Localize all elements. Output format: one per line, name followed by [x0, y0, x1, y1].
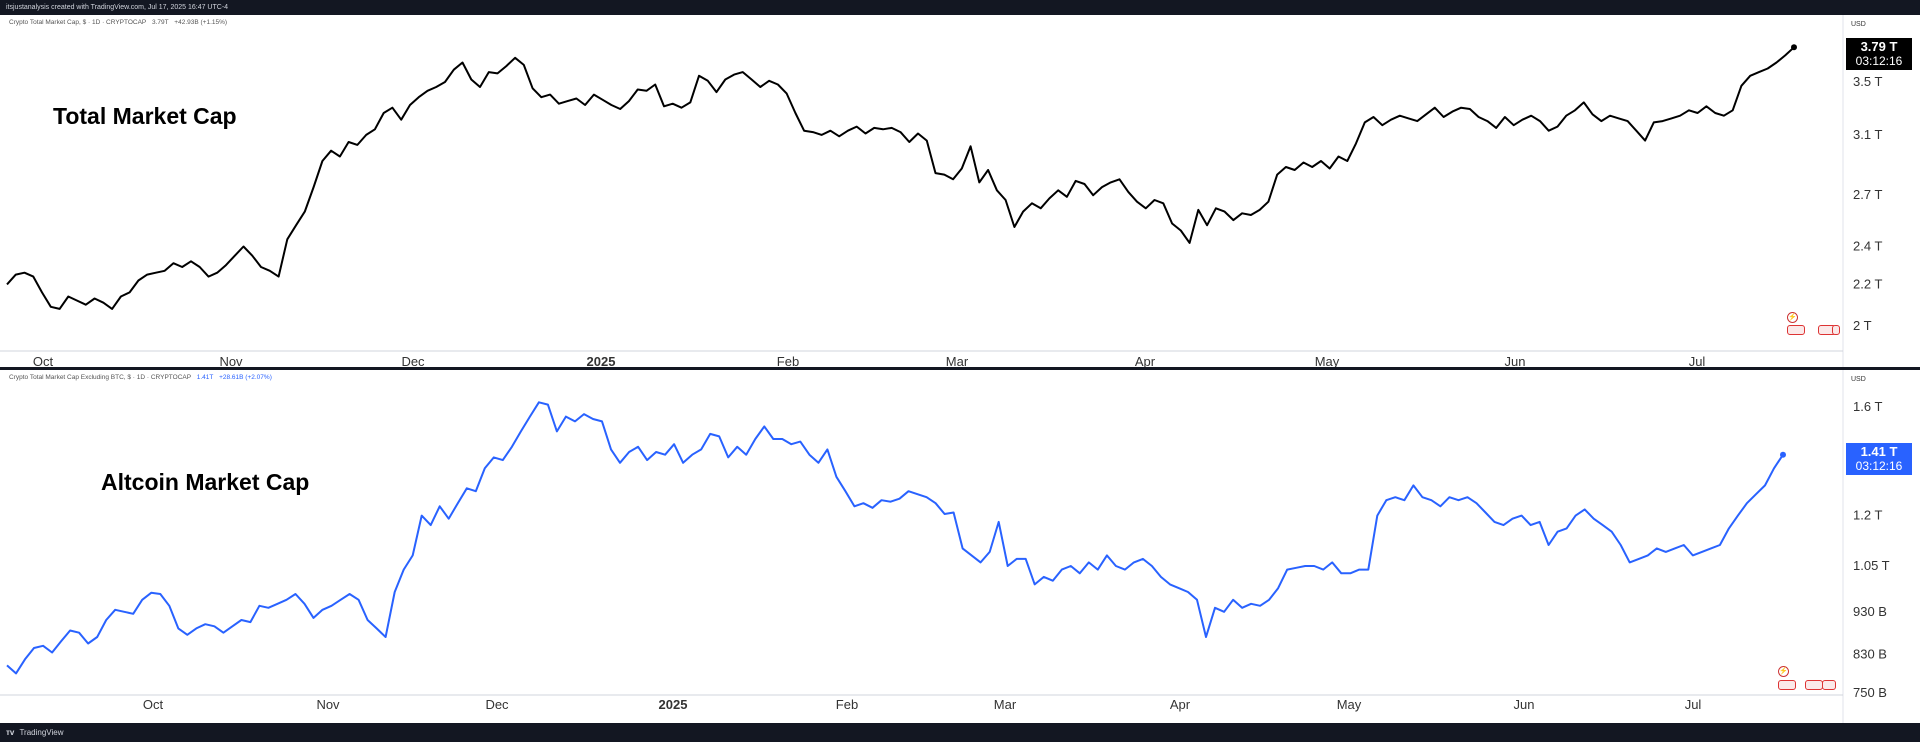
- y-tick-label: 1.05 T: [1853, 558, 1890, 573]
- x-tick-label: Oct: [143, 697, 164, 712]
- x-tick-label: Nov: [316, 697, 340, 712]
- pane2-currency: USD: [1851, 376, 1866, 383]
- pane2-legend-change: +28.61B (+2.07%): [219, 374, 272, 381]
- y-tick-label: 1.2 T: [1853, 508, 1882, 523]
- x-tick-label: May: [1337, 697, 1362, 712]
- y-tick-label: 750 B: [1853, 685, 1887, 700]
- x-tick-label: Dec: [485, 697, 509, 712]
- x-tick-label: Feb: [777, 354, 799, 367]
- pane2-countdown: 03:12:16: [1855, 459, 1903, 473]
- x-tick-label: Mar: [946, 354, 969, 367]
- pane1-legend-value: 3.79T: [151, 19, 169, 26]
- x-tick-label: Jul: [1685, 697, 1702, 712]
- altcoin-market-cap-pane[interactable]: 1.6 T 1.2 T 1.05 T 930 B 830 B 750 B Oct Nov Dec…: [0, 370, 1920, 723]
- total-market-cap-chart[interactable]: 3.5 T 3.1 T 2.7 T 2.4 T 2.2 T 2 T Oct Nov Dec 202…: [0, 15, 1920, 367]
- y-tick-label: 930 B: [1853, 604, 1887, 619]
- tradingview-logo-icon: ᴛᴠ: [6, 728, 15, 737]
- pane2-price: 1.41 T: [1860, 444, 1898, 459]
- flag-marker-icon[interactable]: [1822, 680, 1836, 690]
- pane1-currency: USD: [1851, 21, 1866, 28]
- flag-marker-icon[interactable]: [1778, 680, 1796, 690]
- y-tick-label: 2.4 T: [1853, 239, 1882, 254]
- x-tick-label: Mar: [994, 697, 1017, 712]
- x-tick-label: Jun: [1505, 354, 1526, 367]
- altcoin-market-cap-chart[interactable]: 1.6 T 1.2 T 1.05 T 930 B 830 B 750 B Oct Nov Dec…: [0, 370, 1920, 723]
- pane2-legend-value: 1.41T: [196, 374, 214, 381]
- x-tick-label: 2025: [659, 697, 688, 712]
- pane2-legend: Crypto Total Market Cap Excluding BTC, $…: [9, 374, 272, 381]
- pane1-price: 3.79 T: [1860, 39, 1898, 54]
- pane2-price-badge: 1.41 T 03:12:16: [1846, 443, 1912, 475]
- pane-divider[interactable]: [0, 367, 1920, 370]
- watermark-header: itsjustanalysis created with TradingView…: [0, 0, 1920, 15]
- x-tick-label: Nov: [219, 354, 243, 367]
- x-tick-label: Jun: [1514, 697, 1535, 712]
- flag-marker-icon[interactable]: [1787, 325, 1805, 335]
- y-tick-label: 2.7 T: [1853, 187, 1882, 202]
- last-price-dot: [1780, 451, 1786, 458]
- pane1-legend-change: +42.93B (+1.15%): [174, 19, 228, 26]
- x-tick-label: Feb: [836, 697, 858, 712]
- y-tick-label: 1.6 T: [1853, 399, 1882, 414]
- altcoin-market-cap-title: Altcoin Market Cap: [101, 469, 310, 495]
- pane1-legend: Crypto Total Market Cap, $ · 1D · CRYPTO…: [9, 19, 227, 26]
- last-price-dot: [1791, 44, 1797, 51]
- x-tick-label: May: [1315, 354, 1340, 367]
- lightning-icon[interactable]: ⚡: [1787, 312, 1798, 323]
- series-line[interactable]: [6, 401, 1784, 675]
- pane1-countdown: 03:12:16: [1855, 54, 1903, 68]
- y-tick-label: 3.5 T: [1853, 74, 1882, 89]
- x-tick-label: Apr: [1170, 697, 1191, 712]
- x-tick-label: Apr: [1135, 354, 1156, 367]
- footer-bar: ᴛᴠ TradingView: [0, 723, 1920, 742]
- pane1-legend-name: Crypto Total Market Cap, $ · 1D · CRYPTO…: [9, 19, 147, 26]
- total-market-cap-pane[interactable]: 3.5 T 3.1 T 2.7 T 2.4 T 2.2 T 2 T Oct Nov Dec 202…: [0, 15, 1920, 367]
- y-tick-label: 2 T: [1853, 318, 1872, 333]
- pane1-price-badge: 3.79 T 03:12:16: [1846, 38, 1912, 70]
- y-tick-label: 830 B: [1853, 647, 1887, 662]
- series-line[interactable]: [6, 46, 1795, 310]
- x-tick-label: 2025: [587, 354, 616, 367]
- x-tick-label: Jul: [1689, 354, 1706, 367]
- footer-brand: TradingView: [19, 728, 64, 737]
- pane2-legend-name: Crypto Total Market Cap Excluding BTC, $…: [9, 374, 191, 381]
- y-tick-label: 2.2 T: [1853, 276, 1882, 291]
- lightning-icon[interactable]: ⚡: [1778, 666, 1789, 677]
- flag-marker-icon[interactable]: [1832, 325, 1840, 335]
- total-market-cap-title: Total Market Cap: [53, 103, 237, 129]
- flag-marker-icon[interactable]: [1805, 680, 1823, 690]
- x-tick-label: Oct: [33, 354, 54, 367]
- y-tick-label: 3.1 T: [1853, 127, 1882, 142]
- x-tick-label: Dec: [401, 354, 425, 367]
